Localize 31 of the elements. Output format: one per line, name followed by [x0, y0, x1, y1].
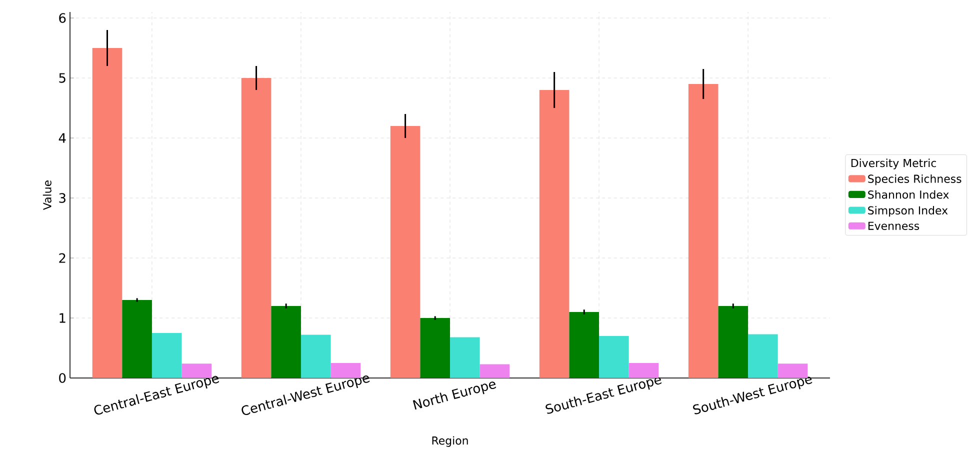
bar	[718, 306, 748, 378]
legend-label: Shannon Index	[868, 190, 949, 199]
bar	[539, 90, 570, 378]
bar	[390, 126, 420, 378]
bar	[569, 312, 600, 378]
y-tick-label: 5	[59, 73, 66, 83]
bar	[599, 336, 629, 378]
bar	[778, 364, 808, 378]
y-tick-label: 1	[60, 313, 66, 323]
bar	[420, 318, 450, 378]
y-axis-title: Value	[42, 180, 52, 210]
y-tick-label: 6	[59, 13, 66, 23]
legend-label: Species Richness	[868, 174, 962, 186]
legend-title: Diversity Metric	[851, 158, 936, 170]
y-tick-label: 0	[59, 373, 66, 383]
bar	[92, 48, 122, 378]
bar	[450, 337, 480, 378]
x-axis-title: Region	[432, 436, 468, 447]
bar	[688, 84, 718, 378]
y-tick-label: 3	[59, 193, 66, 203]
bar	[480, 364, 510, 378]
legend-label: Simpson Index	[868, 206, 948, 217]
y-tick-label: 2	[59, 253, 66, 263]
bar	[241, 78, 272, 378]
y-tick-label: 4	[58, 133, 66, 143]
legend-label: Evenness	[868, 222, 920, 230]
bar	[122, 300, 152, 378]
bar	[628, 363, 659, 378]
bar	[271, 306, 301, 378]
bar	[748, 334, 778, 378]
x-tick-label: North Europe	[412, 382, 496, 410]
